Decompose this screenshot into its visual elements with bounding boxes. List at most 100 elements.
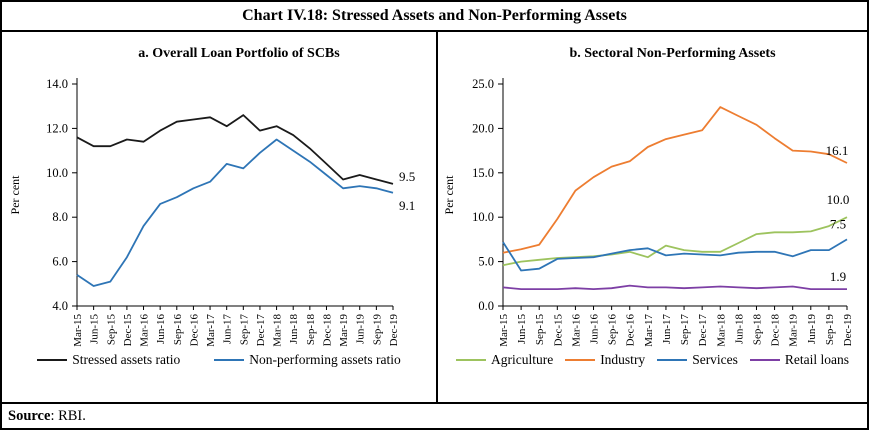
panel-b-chart: 0.0 5.0 10.0 15.0 20.0 25.0 Mar-15 Jun-15 Sep-15… [442, 77, 854, 347]
panel-a-title: a. Overall Loan Portfolio of SCBs [138, 46, 340, 61]
legend-item-stressed-assets-ratio: Stressed assets ratio [37, 352, 180, 368]
panel-b-title: b. Sectoral Non-Performing Assets [569, 46, 776, 61]
series-line-stressed-assets-ratio [76, 114, 394, 185]
y-tick-label: 10.0 [46, 166, 68, 180]
x-tick-label: Dec-16 [188, 314, 200, 347]
x-tick-label: Mar-15 [498, 314, 510, 347]
source-line: Source: RBI. [2, 402, 867, 428]
legend-label: Retail loans [784, 352, 850, 367]
y-axis-title: Per cent [8, 175, 22, 215]
source-text: : RBI. [50, 407, 86, 424]
x-tick-label: Mar-18 [272, 314, 284, 347]
series-line-retail-loans [502, 284, 847, 291]
x-tick-label: Dec-17 [255, 314, 267, 347]
series-end-label-stressed-assets-ratio: 9.5 [399, 169, 415, 184]
legend-label: Agriculture [490, 352, 554, 367]
x-tick-label: Mar-18 [715, 314, 727, 347]
y-tick-label: 0.0 [478, 299, 494, 313]
panel-b-plot: 0.0 5.0 10.0 15.0 20.0 25.0 Mar-15 Jun-15 Sep-15… [439, 64, 867, 356]
x-tick-label: Sep-17 [238, 314, 250, 346]
legend-swatch [37, 359, 68, 361]
x-tick-label: Dec-16 [624, 314, 636, 347]
x-tick-label: Jun-16 [155, 314, 167, 344]
legend-item-retail-loans: Retail loans [749, 352, 850, 368]
panel-b-legend: Agriculture Industry Services Retail loans [455, 352, 850, 368]
legend-swatch [749, 359, 780, 361]
x-tick-label: Mar-19 [787, 314, 799, 347]
y-tick-label: 5.0 [478, 255, 494, 269]
x-tick-label: Mar-19 [338, 314, 350, 347]
panel-a-legend: Stressed assets ratio Non-performing asse… [37, 352, 401, 368]
x-tick-label: Sep-17 [679, 314, 691, 346]
x-tick-label: Jun-18 [733, 314, 745, 344]
panel-a: a. Overall Loan Portfolio of SCBs 4.0 6.0… [2, 32, 436, 402]
series-line-agriculture [502, 216, 847, 267]
y-tick-label: 15.0 [472, 166, 494, 180]
legend-item-agriculture: Agriculture [455, 352, 554, 368]
x-tick-label: Sep-18 [305, 314, 317, 346]
x-tick-label: Dec-18 [321, 314, 333, 347]
y-tick-label: 10.0 [472, 210, 494, 224]
x-tick-label: Jun-15 [89, 314, 101, 344]
y-tick-label: 6.0 [52, 255, 68, 269]
series-line-industry [502, 106, 847, 254]
x-tick-label: Sep-16 [606, 314, 618, 346]
series-line-non-performing-assets-ratio [76, 138, 394, 287]
panel-b: b. Sectoral Non-Performing Assets 0.0 5.0… [436, 32, 867, 402]
chart-title: Chart IV.18: Stressed Assets and Non-Per… [2, 2, 867, 32]
x-tick-label: Jun-19 [355, 314, 367, 344]
legend-label: Stressed assets ratio [72, 352, 181, 367]
x-tick-label: Jun-16 [588, 314, 600, 344]
x-tick-label: Mar-15 [72, 314, 84, 347]
x-tick-label: Jun-17 [222, 314, 234, 344]
x-tick-label: Dec-15 [552, 314, 564, 347]
panel-a-chart: 4.0 6.0 8.0 10.0 12.0 14.0 Mar-15 Jun-15 Sep-15 D… [8, 77, 415, 347]
x-tick-label: Dec-17 [697, 314, 709, 347]
x-tick-label: Dec-19 [842, 314, 854, 347]
legend-label: Non-performing assets ratio [249, 352, 401, 367]
legend-label: Services [692, 352, 738, 367]
x-tick-label: Dec-15 [122, 314, 134, 347]
source-label: Source [8, 407, 51, 424]
series-end-label-industry: 16.1 [825, 143, 848, 158]
legend-swatch [565, 359, 596, 361]
x-tick-label: Jun-15 [516, 314, 528, 344]
x-tick-label: Dec-19 [388, 314, 400, 347]
legend-swatch [455, 359, 486, 361]
x-tick-label: Mar-16 [139, 314, 151, 347]
legend-item-services: Services [657, 352, 738, 368]
x-tick-label: Mar-16 [570, 314, 582, 347]
y-tick-label: 12.0 [46, 121, 68, 135]
x-tick-label: Sep-19 [823, 314, 835, 346]
series-end-label-non-performing-assets-ratio: 9.1 [399, 198, 415, 213]
legend-swatch [657, 359, 688, 361]
x-tick-label: Jun-19 [805, 314, 817, 344]
series-line-services [501, 238, 847, 272]
x-tick-label: Sep-15 [105, 314, 117, 346]
series-end-label-agriculture: 10.0 [826, 192, 849, 207]
legend-label: Industry [600, 352, 646, 367]
y-tick-label: 20.0 [472, 121, 494, 135]
y-tick-label: 8.0 [52, 210, 68, 224]
x-tick-label: Jun-17 [660, 314, 672, 344]
y-tick-label: 4.0 [52, 299, 68, 313]
x-tick-label: Sep-18 [751, 314, 763, 346]
axes [502, 78, 847, 307]
legend-item-non-performing-assets-ratio: Non-performing assets ratio [214, 352, 401, 368]
series-end-label-retail-loans: 1.9 [829, 269, 845, 284]
series-end-label-services: 7.5 [829, 216, 845, 231]
panels-container: a. Overall Loan Portfolio of SCBs 4.0 6.0… [2, 32, 867, 402]
legend-swatch [214, 359, 245, 361]
y-tick-label: 25.0 [472, 77, 494, 91]
x-tick-label: Dec-18 [769, 314, 781, 347]
y-axis-title: Per cent [442, 175, 456, 215]
x-tick-label: Sep-15 [534, 314, 546, 346]
x-tick-label: Sep-16 [172, 314, 184, 346]
legend-item-industry: Industry [565, 352, 645, 368]
y-tick-label: 14.0 [46, 77, 68, 91]
x-tick-label: Mar-17 [642, 314, 654, 347]
panel-a-plot: 4.0 6.0 8.0 10.0 12.0 14.0 Mar-15 Jun-15 Sep-15 D… [5, 64, 433, 356]
x-tick-label: Jun-18 [288, 314, 300, 344]
x-tick-label: Sep-19 [371, 314, 383, 346]
